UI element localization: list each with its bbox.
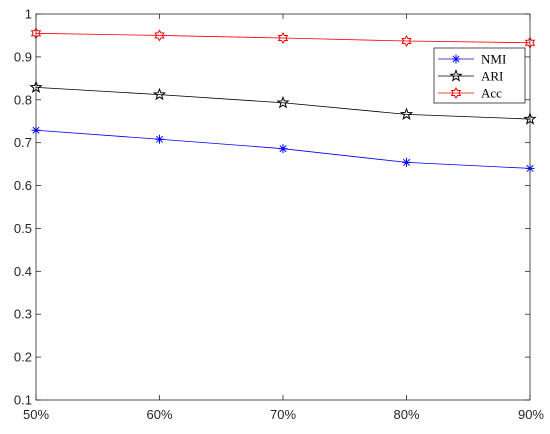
point-acc-3: [277, 32, 289, 45]
point-ari-3: [276, 95, 290, 109]
y-tick-label: 0.2: [14, 350, 32, 365]
legend-marker-nmi: [451, 54, 461, 64]
y-tick-label: 0.6: [14, 178, 32, 193]
series-line-ari: [35, 86, 531, 120]
series-line-acc: [35, 32, 531, 44]
legend-item-nmi: NMI: [438, 52, 506, 67]
point-nmi-3: [278, 144, 288, 154]
legend-item-acc: Acc: [438, 86, 502, 101]
legend: NMI ARI Acc: [433, 47, 526, 104]
legend-marker-ari: [449, 69, 463, 82]
y-tick-label: 0.7: [14, 135, 32, 150]
x-tick-label: 70%: [270, 407, 296, 422]
point-nmi-4: [402, 157, 411, 167]
y-tick-label: 0.9: [14, 49, 32, 64]
y-tick-label: 0.8: [14, 92, 32, 107]
y-tick-label: 1: [25, 7, 32, 22]
legend-label-nmi: NMI: [481, 52, 506, 67]
legend-box: [433, 47, 526, 104]
series-acc: [30, 27, 536, 49]
point-acc-2: [154, 29, 165, 42]
legend-marker-acc: [450, 87, 462, 99]
legend-label-acc: Acc: [481, 86, 502, 101]
x-tick-label: 80%: [393, 407, 419, 422]
y-tick-label: 0.5: [14, 221, 32, 236]
x-tick-label: 60%: [146, 407, 172, 422]
legend-item-ari: ARI: [438, 69, 503, 84]
legend-label-ari: ARI: [481, 69, 503, 84]
point-ari-4: [399, 107, 414, 120]
point-acc-4: [401, 35, 412, 48]
y-tick-label: 0.3: [14, 307, 32, 322]
x-tick-label: 90%: [518, 407, 544, 422]
axes-layer: 0.1 0.2 0.3 0.4 0.5 0.6 0.7 0.8 0.9 1 50% 60% 70% 80%…: [14, 7, 545, 423]
x-tick-label: 50%: [23, 407, 49, 422]
y-tick-label: 0.4: [14, 264, 32, 279]
point-nmi-2: [155, 134, 164, 144]
point-ari-2: [152, 87, 167, 101]
y-tick-label: 0.1: [14, 393, 32, 408]
